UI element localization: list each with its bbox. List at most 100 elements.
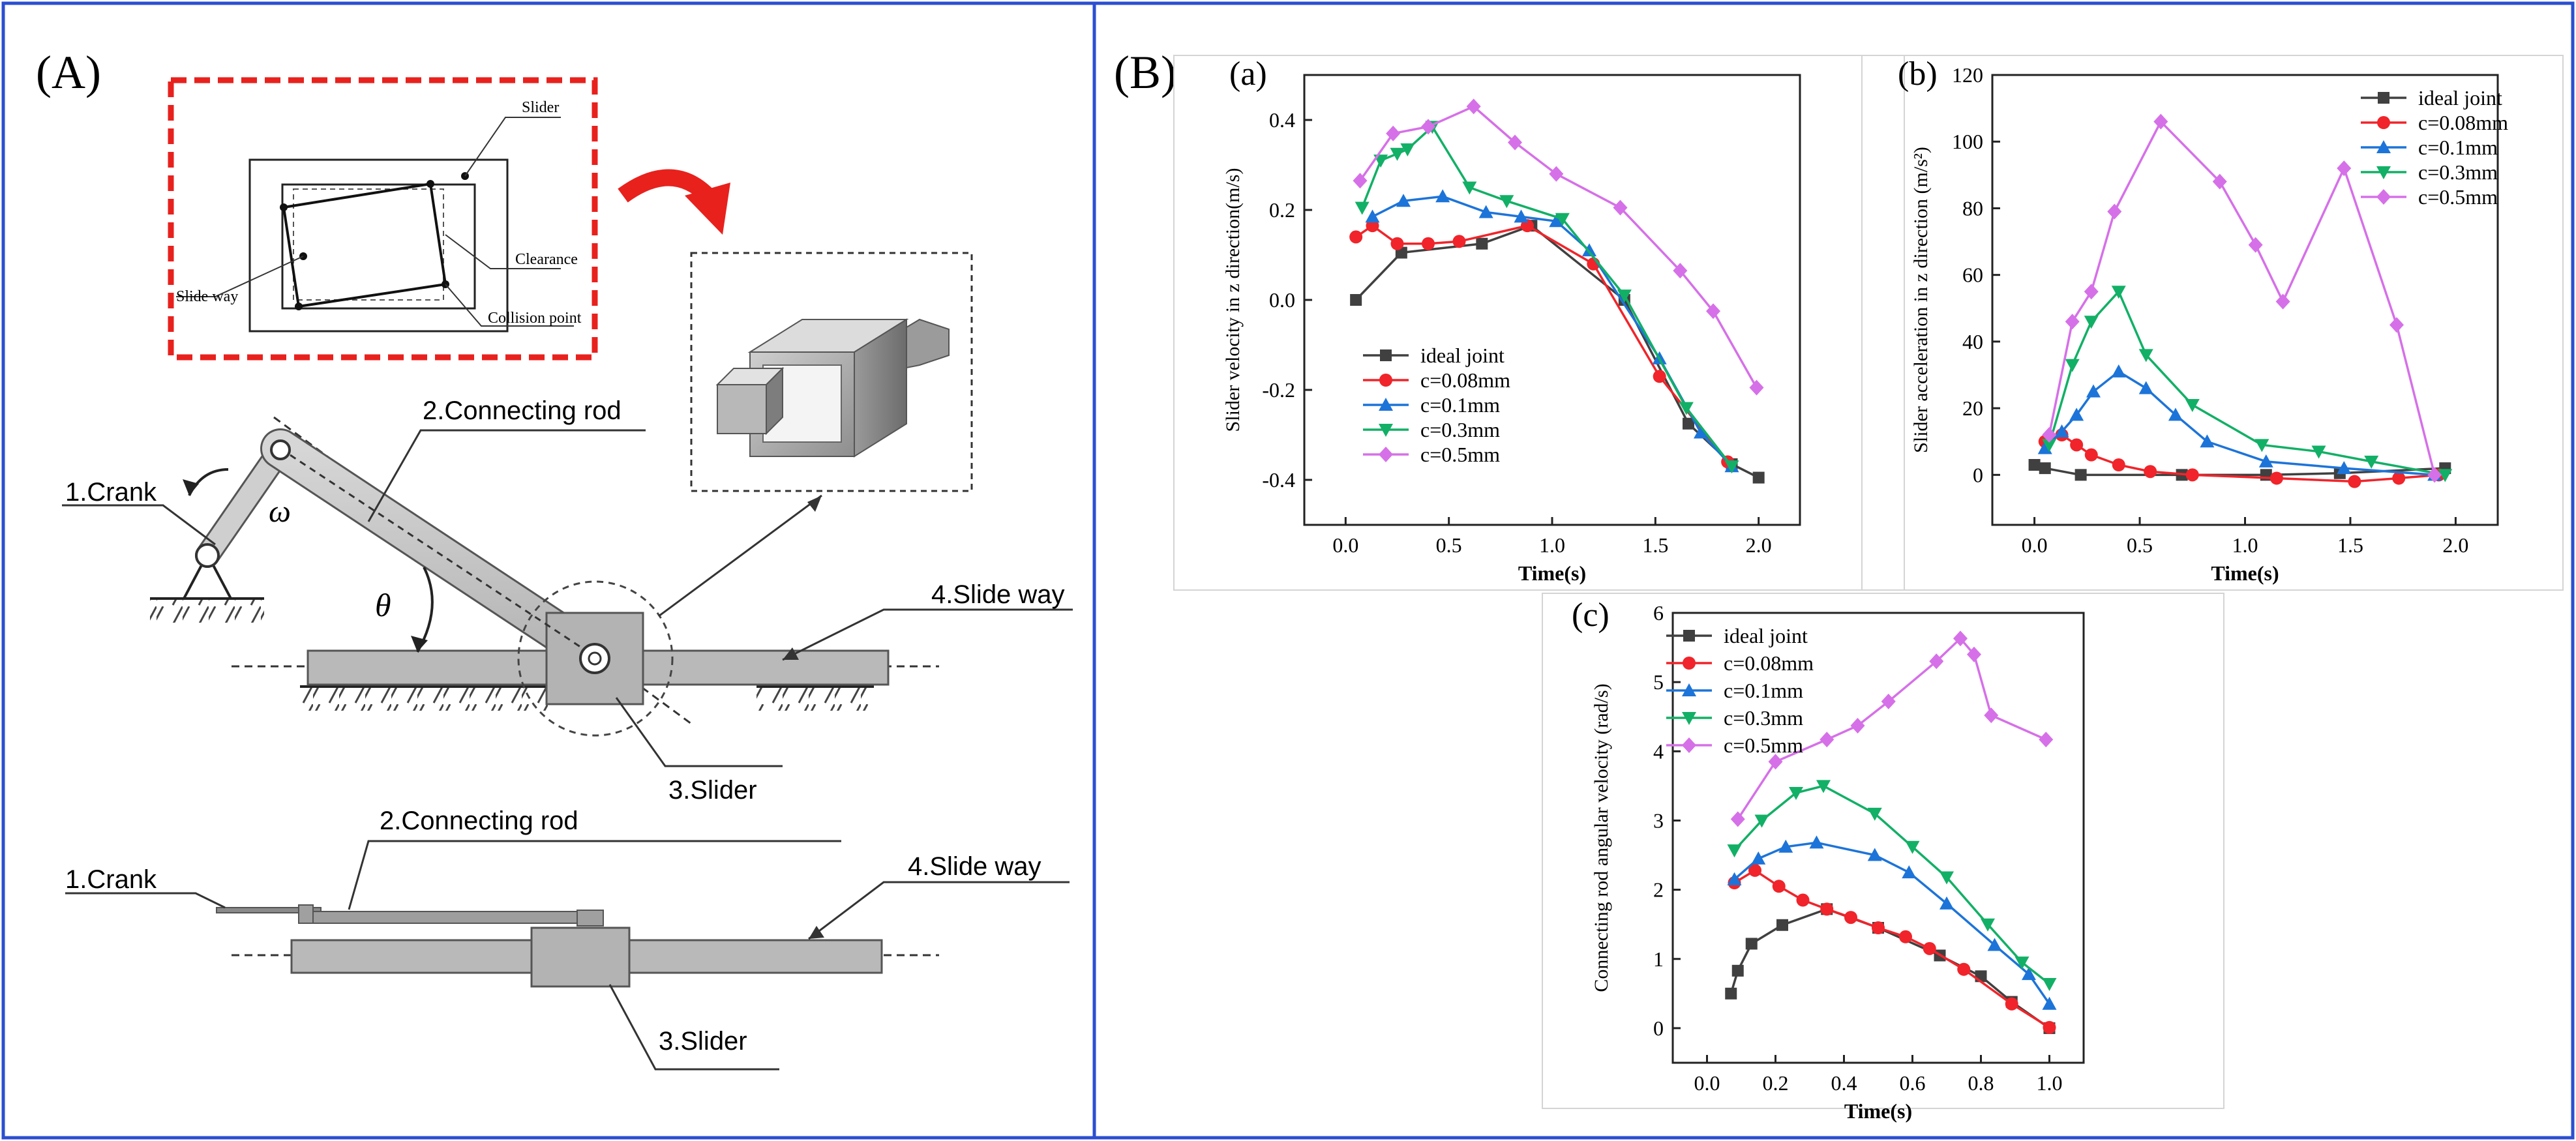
- legend-marker: [2378, 92, 2389, 104]
- data-point: [1745, 938, 1758, 950]
- inset-slider-label: Slider: [522, 99, 559, 116]
- data-point: [2042, 996, 2057, 1010]
- data-point: [2138, 349, 2153, 363]
- data-point: [2086, 384, 2101, 398]
- data-point: [2028, 459, 2041, 471]
- data-point: [1939, 871, 1954, 885]
- data-point: [2185, 468, 2199, 482]
- series-4: [1353, 98, 1764, 396]
- legend-marker: [1379, 424, 1393, 437]
- slider-label-leader: [615, 697, 783, 767]
- data-point: [1923, 941, 1936, 955]
- data-point: [2022, 967, 2036, 981]
- inset-slide-way-label: Slide way: [176, 288, 238, 305]
- data-point: [1727, 872, 1742, 885]
- data-point: [2438, 469, 2453, 482]
- legend-marker: [1683, 657, 1696, 670]
- top-rod-leader: [348, 840, 841, 910]
- x-axis-label: Time(s): [2211, 561, 2279, 585]
- series-line: [2048, 289, 2446, 477]
- data-point: [1850, 718, 1865, 734]
- inset-clearance-label: Clearance: [515, 251, 578, 268]
- crank-rod-joint: [270, 439, 291, 460]
- data-point: [2042, 439, 2057, 452]
- data-point: [2258, 454, 2273, 467]
- data-point: [1754, 814, 1769, 828]
- data-point: [1400, 143, 1415, 156]
- slide-way-leader: [176, 256, 304, 297]
- series-1: [2038, 428, 2446, 488]
- chart-0: (a) 0.0 0.5 1.0 1.5 2.0 -0.4 -0.2 0.0 0.2 0.4 Time(…: [1173, 55, 1905, 591]
- mechanism-top-view: 1.Crank 2.Connecting rod 4.Slide way 3.S…: [65, 807, 1070, 1071]
- series-4: [2042, 113, 2442, 483]
- data-point: [2074, 469, 2087, 481]
- top-connecting-rod: [312, 911, 601, 924]
- legend-marker: [2376, 166, 2391, 179]
- data-point: [1820, 732, 1835, 748]
- data-point: [2144, 465, 2157, 479]
- collision-point-2: [427, 180, 434, 188]
- data-point: [2364, 455, 2379, 469]
- top-crank-joint: [298, 904, 314, 924]
- data-point: [2153, 113, 2168, 130]
- slide-way-label: 4.Slide way: [931, 580, 1065, 609]
- data-point: [2042, 427, 2057, 443]
- data-point: [1396, 194, 1411, 207]
- slide-way-rect: [281, 183, 476, 310]
- data-point: [2107, 203, 2122, 220]
- legend-marker: [1379, 398, 1393, 411]
- data-point: [1549, 166, 1564, 182]
- chart-title: (c): [1572, 597, 1610, 634]
- legend-label: c=0.1mm: [1420, 393, 1500, 417]
- data-point: [1731, 964, 1744, 977]
- y-tick-label: 20: [1962, 396, 1983, 420]
- series-line: [1359, 105, 1758, 389]
- y-axis-label: Slider acceleration in z direction (m/s²…: [1910, 147, 1932, 453]
- legend-marker: [2376, 189, 2391, 205]
- data-point: [1789, 787, 1803, 800]
- slider-label: 3.Slider: [668, 776, 757, 805]
- crank-ground-hatch: [150, 600, 264, 623]
- y-tick-label: 40: [1962, 330, 1983, 353]
- legend-label: c=0.08mm: [1724, 651, 1814, 675]
- x-tick-label: 0.5: [2127, 533, 2153, 557]
- data-point: [1929, 653, 1944, 670]
- top-slider-block: [530, 926, 631, 988]
- data-point: [1355, 201, 1370, 215]
- series-0: [1350, 220, 1765, 484]
- data-point: [2084, 284, 2099, 300]
- x-tick-label: 1.5: [1642, 533, 1668, 557]
- y-tick-label: 0: [1653, 1016, 1664, 1040]
- top-crank-leader: [65, 892, 226, 909]
- chart-frame: [1861, 55, 2564, 591]
- data-point: [1727, 844, 1742, 858]
- omega-arrowhead: [183, 479, 199, 496]
- slide-way-label-leader: [782, 608, 1073, 661]
- data-point: [1683, 417, 1694, 430]
- y-tick-label: 0.2: [1269, 198, 1295, 222]
- clearance-leader: [445, 234, 561, 269]
- y-tick-label: 5: [1653, 670, 1664, 694]
- data-point: [2065, 314, 2080, 330]
- series-line: [1355, 224, 1760, 479]
- legend-label: c=0.08mm: [1420, 368, 1510, 392]
- data-point: [1776, 919, 1788, 931]
- data-point: [2337, 160, 2352, 177]
- rod-centerline: [280, 447, 601, 661]
- data-point: [1617, 289, 1632, 303]
- crank-pivot: [195, 543, 220, 568]
- left-ground-hatch: [300, 688, 548, 711]
- x-axis-label: Time(s): [1518, 561, 1586, 585]
- slider-3d-rod-side: [766, 366, 783, 436]
- legend-label: ideal joint: [1724, 624, 1808, 647]
- data-point: [1899, 930, 1912, 943]
- chart-title: (b): [1898, 55, 1938, 93]
- data-point: [1694, 425, 1708, 439]
- series-line: [2048, 119, 2436, 475]
- series-line: [1733, 868, 2050, 1029]
- slider-3d-frame: [690, 252, 973, 492]
- data-point: [1365, 209, 1380, 223]
- tilted-slider-rect: [282, 182, 447, 308]
- x-tick-label: 0.0: [1694, 1071, 1720, 1095]
